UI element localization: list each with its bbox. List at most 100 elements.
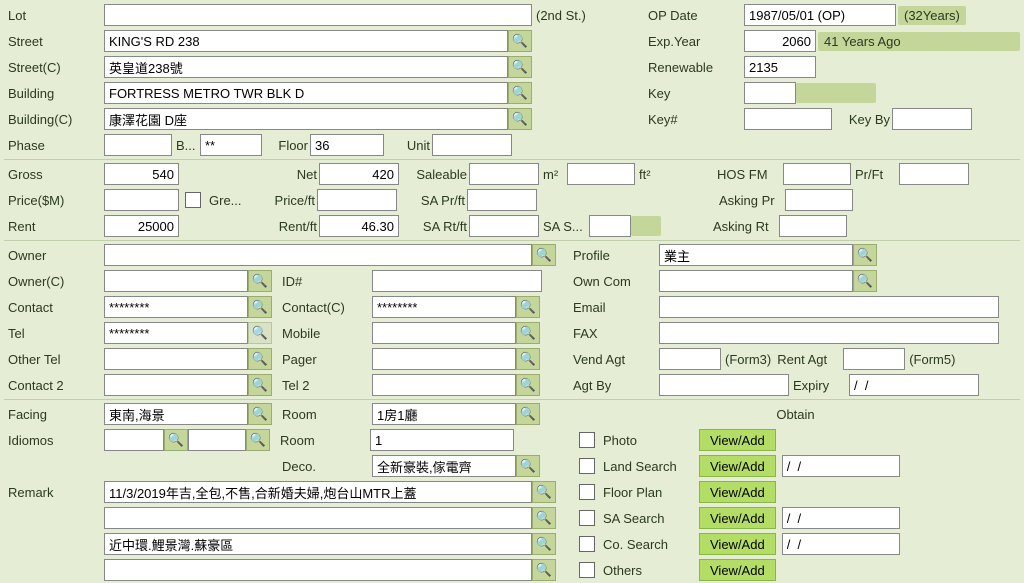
cosearch-viewadd-button[interactable]: View/Add xyxy=(699,533,776,555)
opdate-input[interactable] xyxy=(744,4,896,26)
net-input[interactable] xyxy=(319,163,399,185)
idiomos-input[interactable] xyxy=(104,429,164,451)
remark4-search-icon[interactable]: 🔍 xyxy=(532,559,556,581)
landsearch-viewadd-button[interactable]: View/Add xyxy=(699,455,776,477)
id-input[interactable] xyxy=(372,270,542,292)
vendagt-input[interactable] xyxy=(659,348,721,370)
deco-search-icon[interactable]: 🔍 xyxy=(516,455,540,477)
owner-input[interactable] xyxy=(104,244,532,266)
pricem-input[interactable] xyxy=(104,189,179,211)
street-search-icon[interactable]: 🔍 xyxy=(508,30,532,52)
sasearch-checkbox[interactable] xyxy=(579,510,595,526)
contact-search-icon[interactable]: 🔍 xyxy=(248,296,272,318)
profile-search-icon[interactable]: 🔍 xyxy=(853,244,877,266)
buildingc-input[interactable] xyxy=(104,108,508,130)
contact2-search-icon[interactable]: 🔍 xyxy=(248,374,272,396)
othertel-input[interactable] xyxy=(104,348,248,370)
email-input[interactable] xyxy=(659,296,999,318)
ownerc-search-icon[interactable]: 🔍 xyxy=(248,270,272,292)
saprft-input[interactable] xyxy=(467,189,537,211)
others-viewadd-button[interactable]: View/Add xyxy=(699,559,776,581)
saleable-input[interactable] xyxy=(469,163,539,185)
expiry-input[interactable] xyxy=(849,374,979,396)
expyear-input[interactable] xyxy=(744,30,816,52)
contact2-input[interactable] xyxy=(104,374,248,396)
rentft-input[interactable] xyxy=(319,215,399,237)
room-input[interactable] xyxy=(372,403,516,425)
photo-checkbox[interactable] xyxy=(579,432,595,448)
floorplan-viewadd-button[interactable]: View/Add xyxy=(699,481,776,503)
sartft-input[interactable] xyxy=(469,215,539,237)
remark3-input[interactable] xyxy=(104,533,532,555)
building-search-icon[interactable]: 🔍 xyxy=(508,82,532,104)
remark1-search-icon[interactable]: 🔍 xyxy=(532,481,556,503)
floorplan-checkbox[interactable] xyxy=(579,484,595,500)
sasearch-date-input[interactable] xyxy=(782,507,900,529)
remark1-input[interactable] xyxy=(104,481,532,503)
tel2-input[interactable] xyxy=(372,374,516,396)
prft-input[interactable] xyxy=(899,163,969,185)
remark2-input[interactable] xyxy=(104,507,532,529)
idiomos-search-icon[interactable]: 🔍 xyxy=(164,429,188,451)
photo-viewadd-button[interactable]: View/Add xyxy=(699,429,776,451)
hosfm-input[interactable] xyxy=(783,163,851,185)
owner-search-icon[interactable]: 🔍 xyxy=(532,244,556,266)
mobile-input[interactable] xyxy=(372,322,516,344)
room2-input[interactable] xyxy=(370,429,514,451)
keyno-input[interactable] xyxy=(744,108,832,130)
contactc-search-icon[interactable]: 🔍 xyxy=(516,296,540,318)
floor-input[interactable] xyxy=(310,134,384,156)
gre-checkbox[interactable] xyxy=(185,192,201,208)
tel2-search-icon[interactable]: 🔍 xyxy=(516,374,540,396)
cosearch-checkbox[interactable] xyxy=(579,536,595,552)
mobile-search-icon[interactable]: 🔍 xyxy=(516,322,540,344)
landsearch-date-input[interactable] xyxy=(782,455,900,477)
streetc-input[interactable] xyxy=(104,56,508,78)
tel-input[interactable] xyxy=(104,322,248,344)
ownerc-input[interactable] xyxy=(104,270,248,292)
tel-search-icon[interactable]: 🔍 xyxy=(248,322,272,344)
streetc-search-icon[interactable]: 🔍 xyxy=(508,56,532,78)
pager-input[interactable] xyxy=(372,348,516,370)
contact-input[interactable] xyxy=(104,296,248,318)
sasearch-viewadd-button[interactable]: View/Add xyxy=(699,507,776,529)
landsearch-checkbox[interactable] xyxy=(579,458,595,474)
remark4-input[interactable] xyxy=(104,559,532,581)
m2-input[interactable] xyxy=(567,163,635,185)
pager-search-icon[interactable]: 🔍 xyxy=(516,348,540,370)
askingpr-input[interactable] xyxy=(785,189,853,211)
askingrt-input[interactable] xyxy=(779,215,847,237)
facing-input[interactable] xyxy=(104,403,248,425)
renewable-input[interactable] xyxy=(744,56,816,78)
priceft-input[interactable] xyxy=(317,189,397,211)
gross-input[interactable] xyxy=(104,163,179,185)
facing-search-icon[interactable]: 🔍 xyxy=(248,403,272,425)
owncom-input[interactable] xyxy=(659,270,853,292)
room-search-icon[interactable]: 🔍 xyxy=(516,403,540,425)
idiomos2-input[interactable] xyxy=(188,429,246,451)
othertel-search-icon[interactable]: 🔍 xyxy=(248,348,272,370)
others-checkbox[interactable] xyxy=(579,562,595,578)
remark2-search-icon[interactable]: 🔍 xyxy=(532,507,556,529)
remark3-search-icon[interactable]: 🔍 xyxy=(532,533,556,555)
b-input[interactable] xyxy=(200,134,262,156)
buildingc-search-icon[interactable]: 🔍 xyxy=(508,108,532,130)
cosearch-date-input[interactable] xyxy=(782,533,900,555)
contactc-input[interactable] xyxy=(372,296,516,318)
idiomos2-search-icon[interactable]: 🔍 xyxy=(246,429,270,451)
deco-input[interactable] xyxy=(372,455,516,477)
lot-input[interactable] xyxy=(104,4,532,26)
rent-input[interactable] xyxy=(104,215,179,237)
keyby-input[interactable] xyxy=(892,108,972,130)
fax-input[interactable] xyxy=(659,322,999,344)
profile-input[interactable] xyxy=(659,244,853,266)
agtby-input[interactable] xyxy=(659,374,789,396)
building-input[interactable] xyxy=(104,82,508,104)
sas-input[interactable] xyxy=(589,215,631,237)
key-input[interactable] xyxy=(744,82,796,104)
phase-input[interactable] xyxy=(104,134,172,156)
unit-input[interactable] xyxy=(432,134,512,156)
owncom-search-icon[interactable]: 🔍 xyxy=(853,270,877,292)
street-input[interactable] xyxy=(104,30,508,52)
rentagt-input[interactable] xyxy=(843,348,905,370)
